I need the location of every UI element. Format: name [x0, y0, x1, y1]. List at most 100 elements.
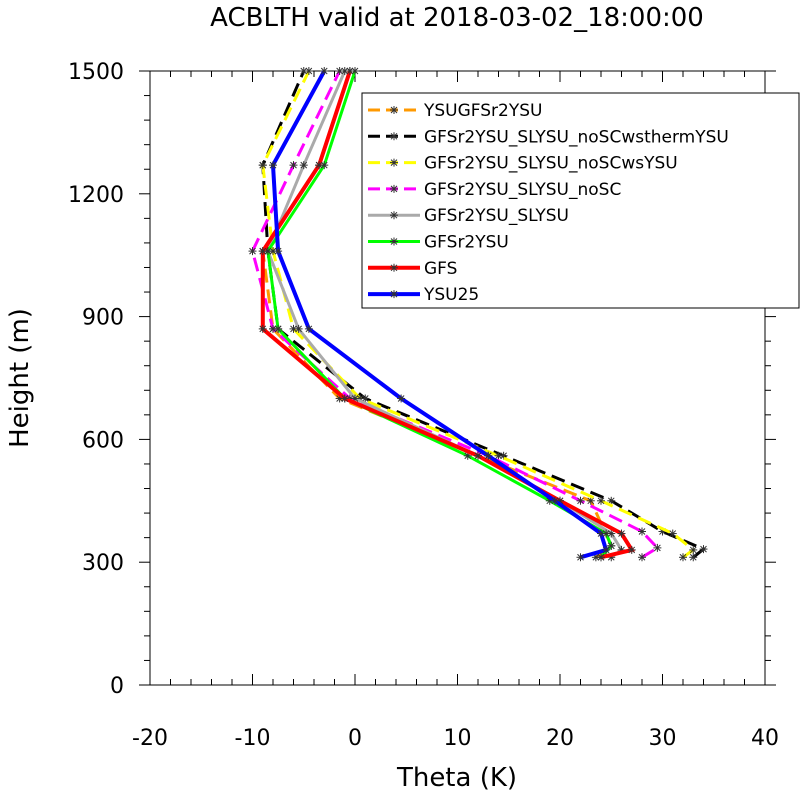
- series-marker: [494, 451, 503, 460]
- marker-stroke: [341, 67, 349, 75]
- series-line: [266, 70, 624, 559]
- marker-stroke: [390, 106, 398, 114]
- legend-item: GFSr2YSU_SLYSU_noSC: [368, 180, 621, 200]
- series-marker: [274, 324, 283, 333]
- series-marker: [679, 553, 687, 562]
- y-tick-label: 300: [82, 551, 124, 576]
- x-tick-label: -10: [235, 726, 271, 751]
- marker-stroke: [390, 159, 398, 166]
- series-marker: [576, 553, 585, 562]
- series-marker: [638, 527, 646, 536]
- series-marker: [289, 161, 298, 170]
- series-marker: [345, 67, 354, 75]
- series-marker: [390, 237, 398, 246]
- marker-stroke: [269, 325, 277, 333]
- marker-stroke: [628, 546, 636, 554]
- legend-item: GFSr2YSU_SLYSU: [368, 206, 569, 226]
- marker-stroke: [689, 546, 697, 554]
- series-marker: [617, 529, 626, 538]
- chart-title: ACBLTH valid at 2018-03-02_18:00:00: [210, 3, 704, 33]
- marker-stroke: [305, 325, 313, 333]
- series-marker: [699, 545, 708, 554]
- series-marker: [607, 496, 616, 505]
- marker-stroke: [341, 395, 349, 402]
- series-marker: [550, 496, 559, 505]
- series-marker: [390, 290, 398, 299]
- marker-stroke: [679, 553, 687, 561]
- marker-stroke: [654, 544, 661, 552]
- legend-label: GFSr2YSU_SLYSU_noSCwsYSU: [424, 154, 678, 174]
- y-tick-label: 600: [82, 428, 124, 453]
- marker-stroke: [390, 290, 398, 298]
- legend: YSUGFSr2YSU GFSr2YSU_SLYSU_noSCwsthermYSU…: [361, 92, 800, 309]
- marker-stroke: [597, 553, 605, 561]
- series-marker: [248, 247, 257, 256]
- marker-stroke: [259, 161, 267, 169]
- x-tick-label: 10: [444, 726, 472, 751]
- marker-stroke: [638, 528, 646, 535]
- marker-stroke: [390, 264, 398, 272]
- series-marker: [390, 106, 398, 114]
- series-marker: [304, 324, 313, 333]
- legend-label: GFSr2YSU_SLYSU_noSCwsthermYSU: [424, 127, 729, 147]
- marker-stroke: [551, 497, 559, 505]
- marker-stroke: [259, 247, 267, 255]
- series-marker: [269, 324, 277, 333]
- series-marker: [390, 158, 398, 167]
- series-marker: [315, 161, 324, 170]
- marker-stroke: [474, 452, 482, 460]
- marker-stroke: [390, 132, 398, 140]
- marker-stroke: [305, 67, 313, 75]
- y-tick-label: 1500: [68, 60, 124, 85]
- marker-stroke: [295, 325, 302, 333]
- series-marker: [390, 132, 398, 141]
- legend-item: GFSr2YSU: [368, 233, 509, 253]
- legend-label: YSUGFSr2YSU: [423, 101, 543, 121]
- marker-stroke: [597, 497, 605, 505]
- series-marker: [304, 67, 313, 75]
- marker-stroke: [274, 325, 282, 333]
- marker-stroke: [500, 452, 507, 460]
- marker-stroke: [607, 497, 615, 505]
- marker-stroke: [607, 530, 615, 537]
- marker-stroke: [689, 553, 697, 561]
- series-gfs: [258, 67, 636, 562]
- marker-stroke: [269, 247, 277, 255]
- marker-stroke: [700, 545, 707, 553]
- marker-stroke: [592, 553, 600, 561]
- marker-stroke: [397, 395, 405, 402]
- series-marker: [597, 529, 605, 538]
- series-marker: [258, 161, 267, 170]
- legend-label: GFS: [424, 259, 457, 279]
- marker-stroke: [669, 530, 677, 537]
- marker-stroke: [577, 497, 584, 505]
- marker-stroke: [390, 185, 398, 193]
- series-marker: [627, 545, 636, 554]
- marker-stroke: [361, 395, 369, 402]
- series-marker: [320, 67, 329, 75]
- series-marker: [602, 545, 611, 554]
- legend-box: [361, 92, 800, 309]
- y-axis-label: Height (m): [5, 308, 35, 448]
- series-marker: [294, 324, 303, 333]
- series-marker: [638, 553, 646, 562]
- axes: -20 -10 0 10 20 30 40 0 300 600 900 1200 1500: [68, 60, 779, 751]
- marker-stroke: [390, 211, 398, 219]
- marker-stroke: [638, 553, 646, 561]
- series-line: [266, 70, 614, 559]
- legend-item: GFSr2YSU_SLYSU_noSCwsYSU: [368, 154, 678, 174]
- series-marker: [668, 529, 677, 538]
- marker-stroke: [274, 247, 282, 255]
- series-marker: [390, 184, 398, 193]
- legend-label: YSU25: [423, 285, 479, 305]
- series-marker: [689, 545, 698, 554]
- marker-stroke: [290, 325, 297, 333]
- marker-stroke: [300, 161, 308, 169]
- marker-stroke: [320, 161, 328, 169]
- series-line: [260, 70, 635, 560]
- series-marker: [340, 394, 349, 403]
- x-tick-label: 40: [751, 726, 779, 751]
- y-tick-label: 0: [110, 674, 124, 699]
- marker-stroke: [264, 247, 272, 255]
